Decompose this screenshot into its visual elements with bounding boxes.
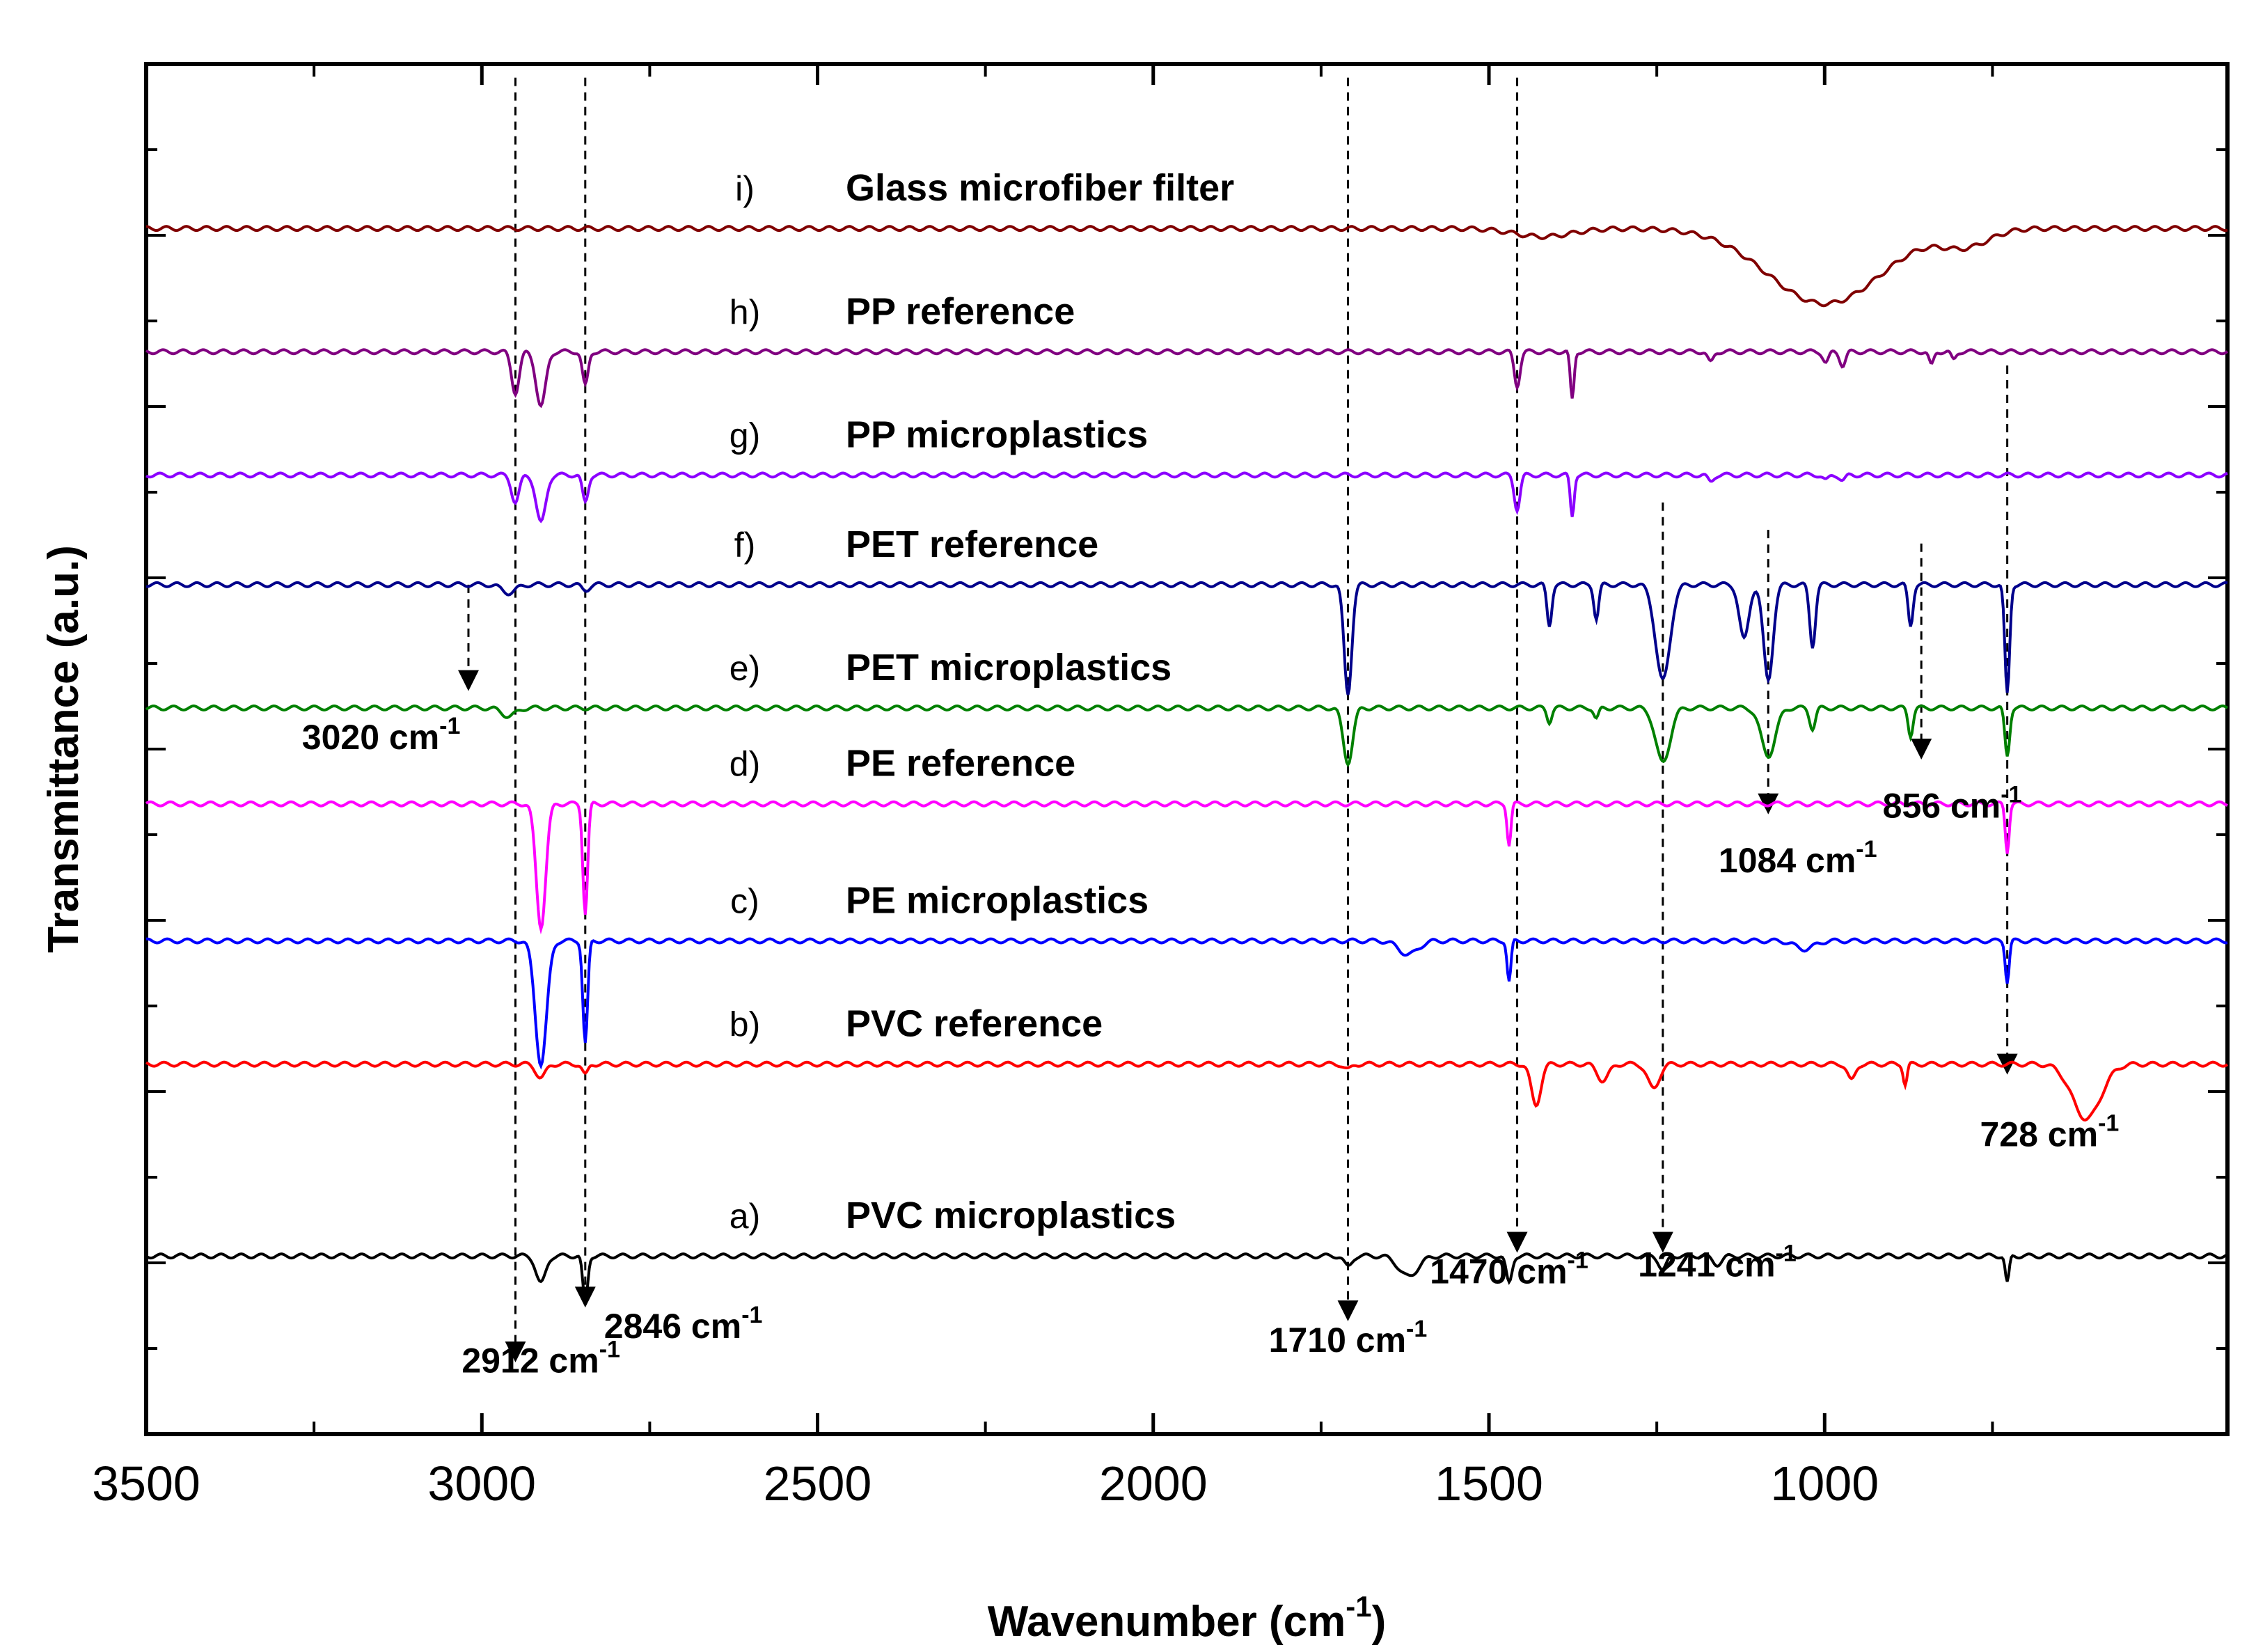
series-name: PET reference: [846, 524, 1098, 565]
x-tick-label: 1500: [1435, 1456, 1543, 1511]
reference-lines: [468, 78, 2007, 1352]
series-letter: d): [729, 745, 760, 784]
y-axis-label: Transmittance (a.u.): [40, 545, 88, 953]
ftir-spectra-chart: a) PVC microplastics b) PVC reference c) PE m…: [0, 0, 2256, 1652]
series-name: Glass microfiber filter: [846, 167, 1234, 209]
x-tick-label: 1000: [1770, 1456, 1879, 1511]
x-axis: 3500 3000 2500 2000 1500 1000: [92, 64, 1992, 1511]
peak-label: 2912 cm-1: [462, 1336, 620, 1380]
series-line-6: [146, 583, 2227, 695]
peak-label: 856 cm-1: [1883, 781, 2022, 825]
peak-label: 2846 cm-1: [604, 1302, 763, 1346]
series-line-9: [146, 226, 2227, 306]
peak-label: 1470 cm-1: [1430, 1248, 1588, 1291]
x-tick-label: 3000: [427, 1456, 536, 1511]
series-letter: i): [735, 169, 755, 208]
series-letter: g): [729, 416, 760, 455]
y-axis: [146, 150, 2227, 1348]
series-line-2: [146, 1062, 2227, 1120]
peak-label: 728 cm-1: [1980, 1110, 2119, 1154]
series-letter: c): [730, 882, 759, 921]
series-letter: a): [729, 1197, 760, 1236]
series-name: PET microplastics: [846, 647, 1172, 689]
series-line-1: [146, 1254, 2227, 1303]
series-letter: b): [729, 1005, 760, 1044]
series-letter: e): [729, 649, 760, 688]
series-name: PVC reference: [846, 1003, 1103, 1045]
series-name: PE microplastics: [846, 880, 1149, 922]
peak-label: 3020 cm-1: [302, 713, 461, 757]
spectra-series: [146, 226, 2227, 1303]
series-name: PVC microplastics: [846, 1195, 1176, 1236]
series-letter: f): [734, 526, 756, 565]
x-tick-label: 2000: [1099, 1456, 1208, 1511]
series-name: PP microplastics: [846, 414, 1148, 455]
series-name: PE reference: [846, 743, 1075, 785]
series-labels: a) PVC microplastics b) PVC reference c) PE m…: [729, 167, 1234, 1236]
series-letter: h): [729, 292, 760, 331]
x-axis-label: Wavenumber (cm-1): [988, 1590, 1387, 1646]
plot-frame: [146, 64, 2227, 1434]
series-name: PP reference: [846, 290, 1075, 332]
peak-label: 1710 cm-1: [1269, 1316, 1428, 1360]
peak-label: 1084 cm-1: [1719, 836, 1877, 880]
series-line-3: [146, 939, 2227, 1066]
series-line-7: [146, 473, 2227, 521]
series-line-8: [146, 349, 2227, 406]
x-tick-label: 2500: [764, 1456, 872, 1511]
x-tick-label: 3500: [92, 1456, 200, 1511]
peak-label: 1241 cm-1: [1638, 1241, 1797, 1284]
